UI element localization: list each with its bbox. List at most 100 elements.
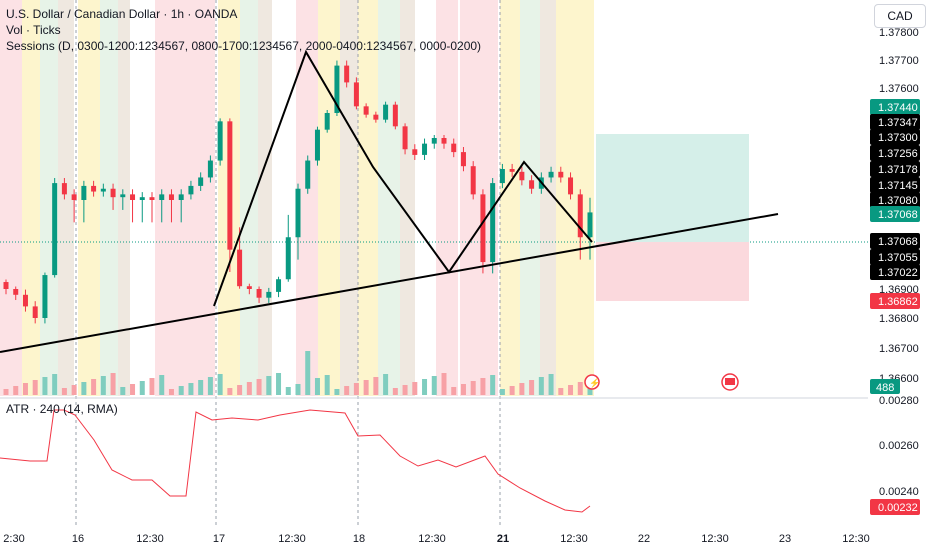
volume-bar	[431, 376, 437, 395]
volume-bar	[568, 385, 574, 395]
volume-bar	[159, 375, 165, 395]
price-label-text: 1.37145	[878, 180, 918, 192]
session-band	[340, 0, 358, 396]
candle-body	[3, 282, 9, 289]
session-band	[556, 0, 594, 396]
candle-body	[392, 104, 398, 127]
volume-bar	[149, 378, 155, 395]
volume-bar	[91, 379, 97, 395]
volume-bar	[344, 386, 350, 395]
candle-body	[577, 194, 583, 238]
price-tick-label: 1.37700	[879, 55, 919, 67]
price-label-text: 1.37347	[878, 117, 918, 129]
session-band	[258, 0, 272, 396]
chart-icons: ⚡	[584, 373, 739, 391]
time-tick-label: 12:30	[136, 533, 164, 545]
volume-value-badge	[870, 379, 900, 394]
candle-body	[470, 166, 476, 195]
candle-body	[237, 249, 243, 287]
candle-body	[402, 126, 408, 150]
volume-bar	[256, 379, 262, 395]
volume-bar	[276, 373, 282, 395]
volume-bar	[373, 377, 379, 395]
session-band	[520, 0, 540, 396]
candle-body	[22, 294, 28, 307]
volume-bar	[480, 378, 486, 395]
volume-bar	[13, 386, 19, 395]
candle-body	[499, 169, 505, 184]
atr-tick-label: 0.00260	[879, 440, 919, 452]
volume-value-text: 488	[876, 382, 894, 394]
volume-bar	[529, 380, 535, 395]
candle-body	[61, 183, 67, 195]
candle-body	[431, 138, 437, 144]
candle-body	[529, 180, 535, 189]
volume-bar	[295, 384, 301, 395]
candle-body	[198, 177, 204, 186]
price-labels: 1.37440 1.37347 1.37300 1.37256 1.37178 1.371…	[870, 99, 920, 515]
candle-body	[52, 183, 58, 276]
candle-body	[305, 160, 311, 189]
volume-bar	[314, 378, 320, 395]
target-zone	[596, 134, 749, 242]
volume-bar	[441, 373, 447, 395]
price-label-badge	[870, 177, 920, 193]
candle-body	[246, 286, 252, 289]
candle-body	[509, 169, 515, 172]
price-tick-label: 1.37600	[879, 83, 919, 95]
time-tick-label: 2:30	[3, 533, 24, 545]
flag-glyph	[725, 378, 735, 385]
volume-bar	[353, 383, 359, 395]
price-label-text: 1.37068	[878, 236, 918, 248]
session-band	[540, 0, 556, 396]
price-label-text: 1.37080	[878, 195, 918, 207]
volume-bar	[32, 380, 38, 395]
price-label-badge	[870, 161, 920, 177]
candle-body	[422, 143, 428, 155]
position-zones	[596, 134, 749, 301]
candle-body	[207, 160, 213, 178]
candle-body	[324, 113, 330, 130]
session-band	[100, 0, 118, 396]
price-label-text: 1.37055	[878, 252, 918, 264]
lightning-icon	[584, 374, 600, 390]
candle-body	[568, 177, 574, 195]
time-tick-label: 12:30	[842, 533, 870, 545]
volume-bar	[246, 382, 252, 395]
symbol-title[interactable]: U.S. Dollar / Canadian Dollar · 1h · OAN…	[6, 7, 238, 21]
candle-body	[314, 129, 320, 161]
candle-body	[100, 188, 106, 192]
sessions-indicator-label[interactable]: Sessions (D, 0300-1200:1234567, 0800-170…	[6, 39, 482, 53]
candle-body	[256, 289, 262, 298]
volume-bar	[460, 384, 466, 395]
volume-bar	[305, 351, 311, 395]
candle-body	[363, 106, 369, 115]
volume-bar	[237, 385, 243, 395]
candle-body	[91, 185, 97, 192]
volume-bars	[3, 351, 593, 395]
time-tick-label: 23	[779, 533, 791, 545]
atr-tick-label: 0.00240	[879, 486, 919, 498]
currency-button[interactable]: CAD	[874, 4, 926, 28]
atr-indicator-label[interactable]: ATR · 240 (14, RMA)	[6, 402, 118, 416]
volume-bar	[61, 388, 67, 395]
volume-bar	[519, 383, 525, 395]
volume-bar	[71, 385, 77, 395]
time-tick-label: 12:30	[418, 533, 446, 545]
time-tick-label: 12:30	[701, 533, 729, 545]
volume-bar	[392, 388, 398, 395]
price-tick-label: 1.36700	[879, 343, 919, 355]
session-band	[436, 0, 458, 396]
volume-bar	[188, 383, 194, 395]
volume-bar	[266, 376, 272, 395]
price-label-badge	[870, 206, 920, 222]
price-label-badge	[870, 233, 920, 249]
candle-body	[285, 237, 291, 280]
candle-body	[344, 65, 350, 83]
time-tick-label: 18	[353, 533, 365, 545]
price-label-badge	[870, 293, 920, 309]
volume-indicator-label[interactable]: Vol · Ticks	[6, 23, 61, 37]
atr-series	[0, 409, 591, 513]
candle-body	[227, 121, 233, 250]
